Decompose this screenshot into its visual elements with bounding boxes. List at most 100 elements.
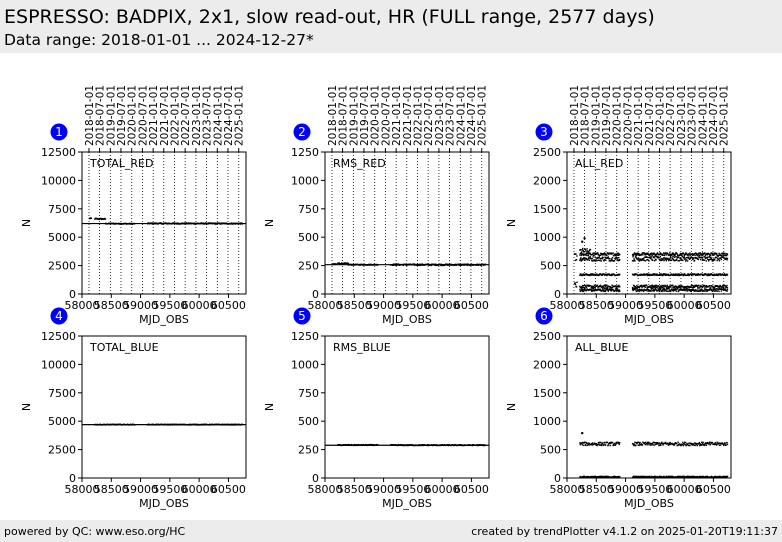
data-point xyxy=(676,253,678,255)
data-point xyxy=(720,257,722,260)
data-point xyxy=(633,285,636,288)
data-point xyxy=(677,441,679,443)
date-tick-label: 2022-01-01 xyxy=(413,85,425,146)
data-point xyxy=(703,444,706,447)
data-point xyxy=(714,290,716,292)
y-tick-label: 250 xyxy=(298,260,319,273)
data-point xyxy=(645,289,648,292)
data-point xyxy=(634,288,637,290)
data-point xyxy=(591,260,594,262)
data-point xyxy=(710,252,713,254)
data-point xyxy=(688,254,691,256)
data-point xyxy=(635,287,638,289)
data-point xyxy=(698,252,700,254)
data-point xyxy=(670,253,672,255)
data-point xyxy=(633,274,635,276)
data-point xyxy=(701,273,704,276)
data-point xyxy=(605,273,608,276)
data-point xyxy=(653,273,656,275)
data-point xyxy=(638,286,641,288)
data-point xyxy=(605,253,607,255)
data-point xyxy=(678,254,681,257)
x-tick-label: 60500 xyxy=(454,483,489,496)
data-point xyxy=(597,274,600,277)
data-point xyxy=(598,288,600,290)
y-tick-label: 2500 xyxy=(48,444,76,457)
y-tick-label: 500 xyxy=(298,231,319,244)
data-point xyxy=(638,260,640,262)
data-point xyxy=(688,256,690,258)
data-point xyxy=(651,284,654,286)
data-point xyxy=(692,257,695,259)
data-point xyxy=(654,254,656,257)
y-tick-label: 2000 xyxy=(533,358,561,371)
data-point xyxy=(643,257,645,259)
data-point xyxy=(676,257,679,259)
date-tick-label: 2023-01-01 xyxy=(434,85,446,146)
data-point xyxy=(660,273,662,275)
panel-number-badge xyxy=(293,307,311,325)
data-point xyxy=(704,252,706,254)
x-axis-label: MJD_OBS xyxy=(139,497,189,510)
data-point xyxy=(595,258,597,261)
data-point xyxy=(655,273,657,276)
data-point xyxy=(639,258,642,261)
data-point xyxy=(615,253,617,255)
data-point xyxy=(699,444,701,447)
date-tick-label: 2023-01-01 xyxy=(191,85,203,146)
data-point xyxy=(579,258,582,260)
date-tick-label: 2020-01-01 xyxy=(370,85,382,146)
data-point xyxy=(712,288,715,290)
data-point xyxy=(726,284,728,287)
data-point xyxy=(584,249,587,251)
data-point xyxy=(709,254,712,257)
data-point xyxy=(638,253,640,255)
data-point xyxy=(648,273,650,276)
data-point xyxy=(585,253,587,255)
data-point xyxy=(695,289,697,291)
data-point xyxy=(710,256,712,259)
data-point xyxy=(655,259,657,261)
data-point xyxy=(691,442,693,445)
data-point xyxy=(632,254,635,256)
data-point xyxy=(680,444,682,447)
data-point xyxy=(685,287,687,289)
data-point xyxy=(688,288,690,291)
data-point xyxy=(645,274,648,276)
data-point xyxy=(617,441,619,444)
data-point xyxy=(644,476,646,479)
data-point xyxy=(684,258,686,260)
data-point xyxy=(680,284,683,287)
data-point xyxy=(650,290,652,292)
data-point xyxy=(661,284,663,287)
data-point xyxy=(650,444,652,447)
data-point xyxy=(658,442,661,444)
data-point xyxy=(723,286,725,288)
data-point xyxy=(600,443,602,446)
data-point xyxy=(604,256,606,258)
data-point xyxy=(716,290,718,292)
data-point xyxy=(715,274,717,276)
data-point xyxy=(686,274,689,276)
data-point xyxy=(664,258,666,261)
data-point xyxy=(477,264,480,267)
data-point xyxy=(639,441,641,444)
data-point xyxy=(619,290,621,292)
data-point xyxy=(715,289,717,292)
data-point xyxy=(581,259,583,261)
data-point xyxy=(584,443,587,446)
data-point xyxy=(614,288,617,290)
data-point xyxy=(430,264,433,267)
data-point xyxy=(686,287,688,289)
data-point xyxy=(650,475,653,478)
data-point xyxy=(643,273,645,275)
data-point xyxy=(686,475,689,478)
data-point xyxy=(701,444,703,446)
data-point xyxy=(581,240,584,243)
data-point xyxy=(715,253,717,256)
date-tick-label: 2023-07-01 xyxy=(202,85,214,146)
data-point xyxy=(672,443,674,445)
data-point xyxy=(653,289,656,291)
data-point xyxy=(619,253,621,256)
data-point xyxy=(595,274,597,276)
